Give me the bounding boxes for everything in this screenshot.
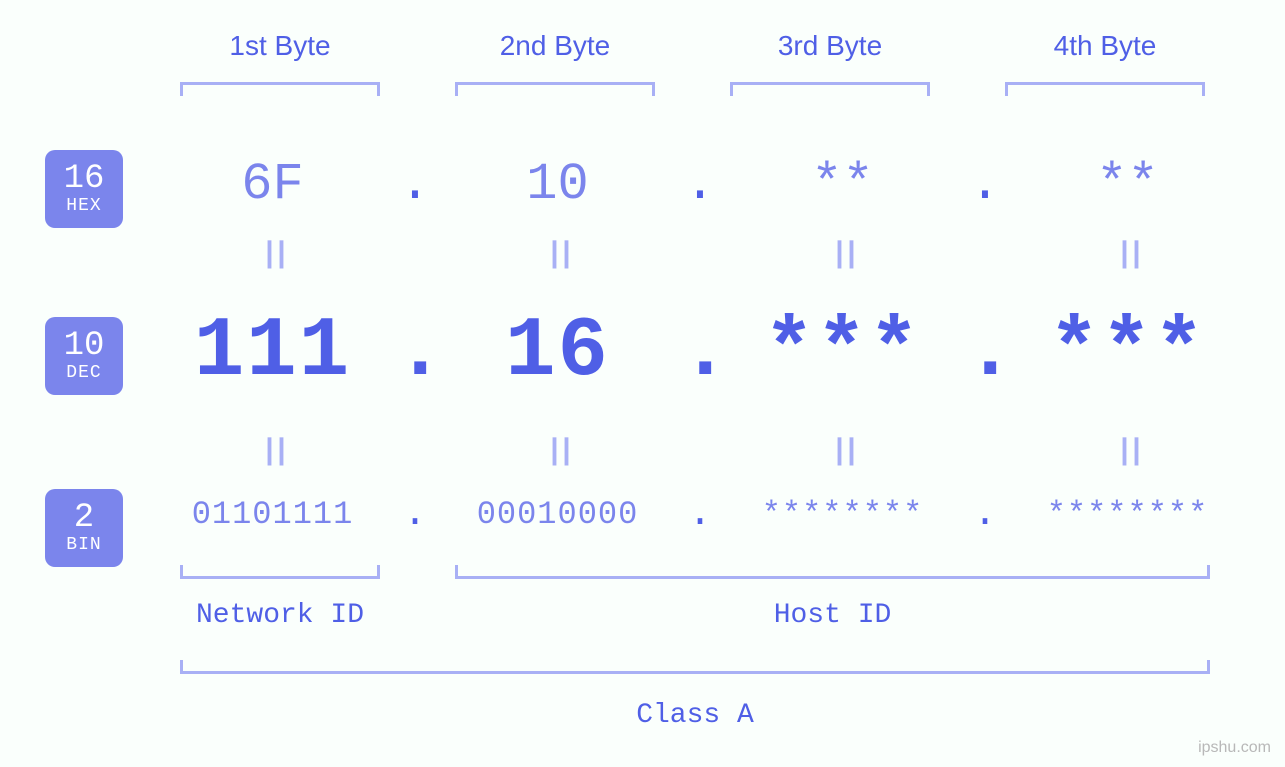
base-badge-hex-label: HEX xyxy=(66,197,101,216)
dec-byte-3: *** xyxy=(720,305,965,400)
dec-byte-4: *** xyxy=(1005,305,1250,400)
bin-row: 01101111 . 00010000 . ******** . *******… xyxy=(150,492,1250,537)
byte-header-1: 1st Byte xyxy=(190,30,370,62)
label-host-id: Host ID xyxy=(455,600,1210,631)
hex-dot-3: . xyxy=(965,155,1005,214)
hex-byte-3: ** xyxy=(720,155,965,214)
dec-row: 111 . 16 . *** . *** xyxy=(150,305,1250,400)
equals-2-1: || xyxy=(150,435,395,469)
base-badge-bin: 2 BIN xyxy=(45,489,123,567)
equals-row-1: || || || || xyxy=(150,238,1250,272)
base-badge-hex: 16 HEX xyxy=(45,150,123,228)
bin-dot-3: . xyxy=(965,492,1005,537)
equals-1-4: || xyxy=(1005,238,1250,272)
base-badge-bin-label: BIN xyxy=(66,536,101,555)
bin-byte-3: ******** xyxy=(720,496,965,533)
base-badge-dec: 10 DEC xyxy=(45,317,123,395)
bin-dot-2: . xyxy=(680,492,720,537)
hex-dot-1: . xyxy=(395,155,435,214)
byte-header-3: 3rd Byte xyxy=(740,30,920,62)
bin-dot-1: . xyxy=(395,492,435,537)
equals-1-2: || xyxy=(435,238,680,272)
bracket-byte-1 xyxy=(180,82,380,96)
dec-dot-2: . xyxy=(680,305,720,400)
equals-1-1: || xyxy=(150,238,395,272)
equals-2-2: || xyxy=(435,435,680,469)
hex-byte-2: 10 xyxy=(435,155,680,214)
bracket-network-id xyxy=(180,565,380,579)
dec-dot-1: . xyxy=(395,305,435,400)
watermark: ipshu.com xyxy=(1198,739,1271,757)
base-badge-dec-label: DEC xyxy=(66,364,101,383)
bracket-byte-4 xyxy=(1005,82,1205,96)
hex-dot-2: . xyxy=(680,155,720,214)
hex-byte-4: ** xyxy=(1005,155,1250,214)
byte-header-2: 2nd Byte xyxy=(465,30,645,62)
dec-byte-1: 111 xyxy=(150,305,395,400)
equals-1-3: || xyxy=(720,238,965,272)
hex-row: 6F . 10 . ** . ** xyxy=(150,155,1250,214)
bin-byte-4: ******** xyxy=(1005,496,1250,533)
bracket-class xyxy=(180,660,1210,674)
equals-row-2: || || || || xyxy=(150,435,1250,469)
label-class: Class A xyxy=(180,700,1210,731)
ip-diagram: 1st Byte 2nd Byte 3rd Byte 4th Byte 16 H… xyxy=(0,0,1285,767)
bin-byte-2: 00010000 xyxy=(435,496,680,533)
label-network-id: Network ID xyxy=(180,600,380,631)
bracket-byte-3 xyxy=(730,82,930,96)
base-badge-hex-num: 16 xyxy=(64,162,105,198)
equals-2-3: || xyxy=(720,435,965,469)
bin-byte-1: 01101111 xyxy=(150,496,395,533)
base-badge-bin-num: 2 xyxy=(74,501,94,537)
base-badge-dec-num: 10 xyxy=(64,329,105,365)
equals-2-4: || xyxy=(1005,435,1250,469)
bracket-host-id xyxy=(455,565,1210,579)
dec-byte-2: 16 xyxy=(435,305,680,400)
byte-header-4: 4th Byte xyxy=(1015,30,1195,62)
hex-byte-1: 6F xyxy=(150,155,395,214)
bracket-byte-2 xyxy=(455,82,655,96)
dec-dot-3: . xyxy=(965,305,1005,400)
